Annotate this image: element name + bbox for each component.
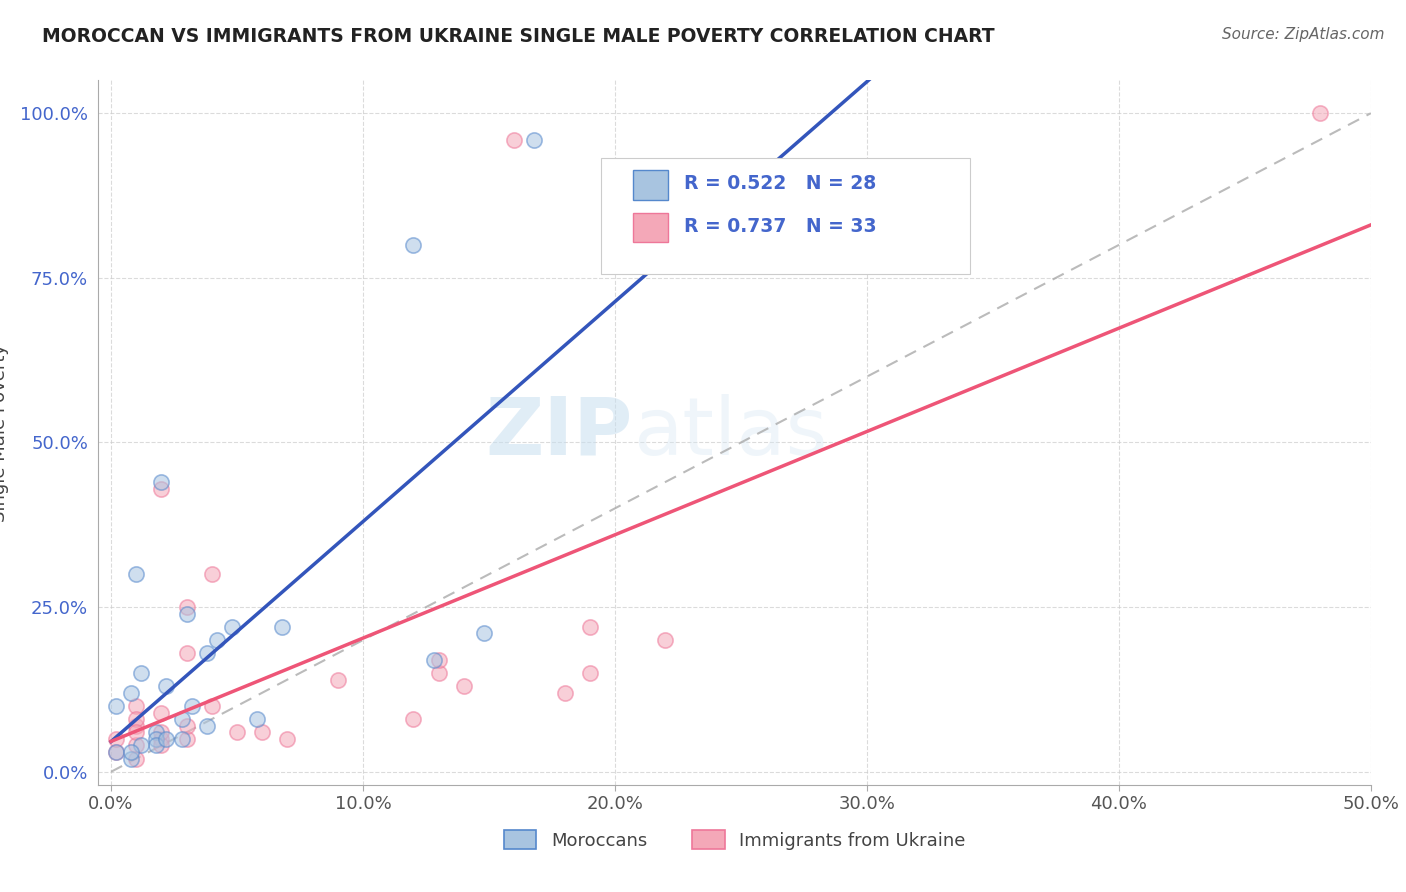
Point <box>503 132 526 146</box>
Text: MOROCCAN VS IMMIGRANTS FROM UKRAINE SINGLE MALE POVERTY CORRELATION CHART: MOROCCAN VS IMMIGRANTS FROM UKRAINE SING… <box>42 27 995 45</box>
Point <box>120 745 142 759</box>
Point <box>654 633 676 648</box>
Point <box>125 719 148 733</box>
Point <box>150 739 173 753</box>
Point <box>180 698 202 713</box>
Point <box>578 620 600 634</box>
Point <box>523 132 546 146</box>
Text: ZIP: ZIP <box>485 393 633 472</box>
Text: R = 0.522   N = 28: R = 0.522 N = 28 <box>683 174 876 194</box>
Point <box>145 725 167 739</box>
Point <box>150 731 173 746</box>
Legend: Moroccans, Immigrants from Ukraine: Moroccans, Immigrants from Ukraine <box>496 823 973 857</box>
Point <box>120 751 142 765</box>
Point <box>205 633 228 648</box>
Point <box>176 607 198 621</box>
Point <box>176 719 198 733</box>
Text: R = 0.737   N = 33: R = 0.737 N = 33 <box>683 217 876 235</box>
Point <box>1309 106 1331 120</box>
Point <box>176 731 198 746</box>
Point <box>250 725 273 739</box>
Point <box>422 653 444 667</box>
Point <box>125 567 148 582</box>
Point <box>145 739 167 753</box>
Point <box>155 731 177 746</box>
Point <box>170 712 193 726</box>
Point <box>195 719 218 733</box>
Point <box>226 725 249 739</box>
Point <box>427 653 450 667</box>
Point <box>276 731 298 746</box>
Point <box>125 751 148 765</box>
Y-axis label: Single Male Poverty: Single Male Poverty <box>0 343 8 522</box>
Point <box>150 475 173 489</box>
Point <box>125 725 148 739</box>
Point <box>326 673 349 687</box>
Point <box>472 626 495 640</box>
Point <box>145 731 167 746</box>
Point <box>125 698 148 713</box>
Point <box>155 679 177 693</box>
Point <box>129 665 152 680</box>
Point <box>176 600 198 615</box>
FancyBboxPatch shape <box>633 170 668 200</box>
Point <box>201 567 224 582</box>
Point <box>105 731 128 746</box>
Point <box>246 712 269 726</box>
Point <box>150 706 173 720</box>
Point <box>427 665 450 680</box>
Point <box>453 679 475 693</box>
Point <box>402 712 425 726</box>
Point <box>195 646 218 660</box>
Point <box>125 739 148 753</box>
FancyBboxPatch shape <box>600 158 970 274</box>
Point <box>150 482 173 496</box>
FancyBboxPatch shape <box>633 213 668 243</box>
Point <box>402 238 425 252</box>
Point <box>201 698 224 713</box>
Point <box>170 731 193 746</box>
Point <box>120 686 142 700</box>
Point <box>129 739 152 753</box>
Point <box>176 646 198 660</box>
Point <box>105 745 128 759</box>
Text: atlas: atlas <box>633 393 827 472</box>
Point <box>150 725 173 739</box>
Point <box>221 620 243 634</box>
Point <box>105 745 128 759</box>
Point <box>578 665 600 680</box>
Point <box>125 712 148 726</box>
Point <box>271 620 294 634</box>
Text: Source: ZipAtlas.com: Source: ZipAtlas.com <box>1222 27 1385 42</box>
Point <box>554 686 576 700</box>
Point <box>105 698 128 713</box>
